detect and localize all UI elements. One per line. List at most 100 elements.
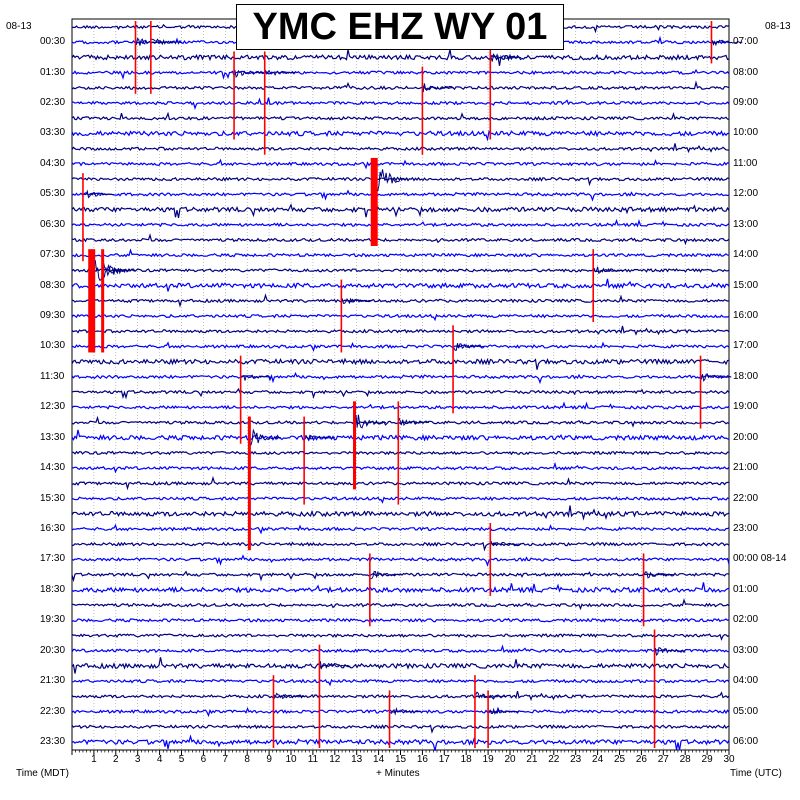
event-coda	[475, 691, 506, 699]
trace-line	[71, 475, 730, 491]
clipped-event-mark	[370, 157, 378, 246]
event-coda	[83, 189, 114, 199]
trace-line	[71, 505, 730, 521]
clipped-event-mark	[653, 629, 656, 748]
trace-line	[71, 313, 730, 322]
event-coda	[377, 169, 408, 192]
x-tick-label: 12	[329, 754, 341, 765]
event-coda	[490, 53, 522, 62]
clipped-event-mark	[642, 553, 645, 627]
trace-line	[71, 570, 730, 583]
trace-line	[71, 49, 730, 66]
trace-line	[71, 541, 730, 552]
x-tick-label: 8	[244, 754, 250, 765]
event-coda	[453, 343, 485, 351]
trace-line	[71, 278, 730, 292]
trace-line	[71, 678, 730, 687]
trace-line	[71, 203, 730, 219]
x-tick-label: 20	[504, 754, 516, 765]
left-time-label: 08:30	[40, 279, 66, 291]
trace-line	[71, 554, 730, 567]
event-coda	[341, 297, 373, 305]
event-coda	[398, 417, 430, 427]
x-tick-label: 4	[156, 754, 163, 765]
left-time-label: 01:30	[40, 66, 66, 78]
right-time-label: 19:00	[733, 401, 759, 413]
trace-line	[71, 248, 730, 258]
trace-line	[71, 617, 730, 623]
left-time-label: 05:30	[40, 188, 66, 200]
clipped-event-mark	[88, 249, 96, 353]
event-coda	[654, 647, 686, 657]
right-time-label: 08:00	[733, 66, 759, 78]
clipped-event-mark	[710, 21, 713, 64]
left-time-label: 07:30	[40, 249, 66, 261]
x-tick-label: 5	[178, 754, 185, 765]
trace-line	[71, 189, 730, 202]
clipped-event-mark	[487, 690, 489, 748]
right-time-label: 00:00 08-14	[733, 553, 787, 565]
trace-line	[71, 233, 730, 246]
left-time-label: 11:30	[40, 370, 65, 382]
x-tick-label: 9	[266, 754, 272, 765]
event-coda	[355, 414, 387, 429]
x-tick-label: 11	[307, 754, 319, 765]
event-coda	[151, 38, 182, 46]
clipped-event-mark	[318, 644, 321, 748]
clipped-events	[82, 21, 743, 748]
right-time-label: 15:00	[733, 279, 759, 291]
right-time-label: 05:00	[733, 705, 759, 717]
left-axis-label: Time (MDT)	[16, 768, 69, 779]
x-axis-ticks	[71, 750, 730, 755]
clipped-event-mark	[233, 51, 235, 140]
x-tick-label: 13	[351, 754, 363, 765]
x-tick-label: 29	[701, 754, 713, 765]
clipped-event-mark	[369, 553, 371, 627]
x-tick-label: 19	[482, 754, 494, 765]
minute-gridlines	[93, 19, 708, 750]
clipped-event-mark	[592, 249, 595, 323]
clipped-event-mark	[452, 325, 454, 414]
x-tick-label: 23	[570, 754, 582, 765]
x-tick-label: 2	[113, 754, 119, 765]
clipped-event-mark	[699, 355, 702, 429]
right-time-label: 06:00	[733, 736, 759, 747]
trace-line	[71, 496, 730, 504]
x-tick-label: 10	[285, 754, 297, 765]
event-coda	[711, 39, 743, 47]
left-time-label: 00:30	[40, 36, 66, 48]
trace-line	[72, 461, 730, 474]
left-time-label: 20:30	[40, 644, 66, 656]
left-time-label: 12:30	[40, 401, 66, 413]
left-date-label: 08-13	[6, 21, 32, 32]
trace-line	[71, 341, 730, 352]
left-time-label: 02:30	[40, 97, 66, 109]
trace-line	[71, 598, 730, 611]
right-time-label: 04:00	[733, 675, 759, 687]
left-time-label: 06:30	[40, 218, 66, 230]
x-axis-label: + Minutes	[376, 768, 420, 779]
trace-line	[71, 690, 730, 701]
right-time-label: 07:00	[733, 36, 759, 48]
trace-line	[71, 644, 730, 654]
event-coda	[370, 571, 401, 580]
clipped-event-mark	[272, 675, 275, 748]
x-tick-label: 18	[460, 754, 472, 765]
x-tick-label: 24	[592, 754, 604, 765]
right-time-label: 16:00	[733, 310, 759, 322]
x-tick-label: 6	[200, 754, 207, 765]
clipped-event-mark	[82, 173, 84, 262]
trace-line	[71, 657, 730, 674]
event-coda	[643, 571, 675, 579]
clipped-event-mark	[239, 355, 242, 444]
clipped-event-mark	[489, 36, 492, 140]
left-time-label: 14:30	[40, 462, 66, 474]
event-coda	[319, 661, 351, 670]
event-coda	[422, 83, 454, 93]
event-coda	[103, 264, 135, 278]
x-tick-label: 21	[526, 754, 538, 765]
right-time-label: 11:00	[733, 157, 758, 169]
clipped-event-mark	[489, 523, 492, 596]
clipped-event-mark	[247, 416, 251, 551]
